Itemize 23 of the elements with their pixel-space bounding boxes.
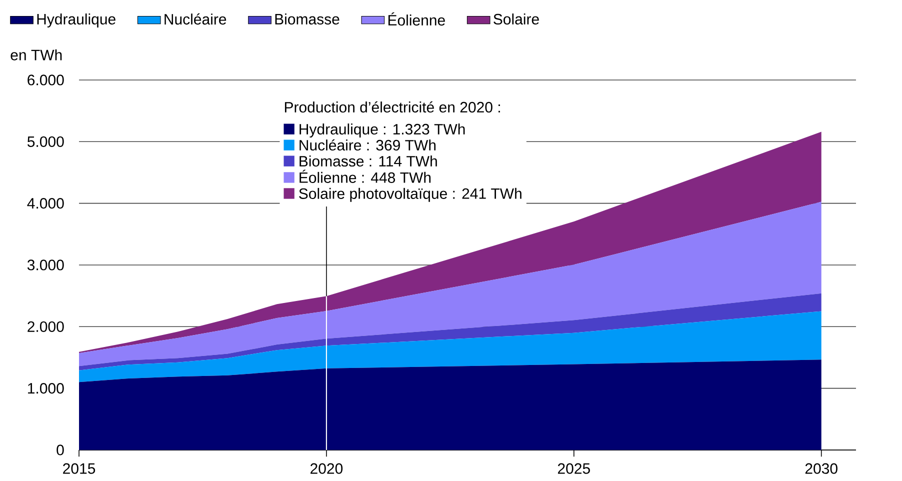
legend-label: Hydraulique [37, 13, 116, 28]
legend-label: Solaire [494, 13, 539, 25]
y-tick-label: 0 [56, 444, 64, 456]
legend-label: Éolienne [388, 12, 445, 26]
annotation: Éolienne : 448 TWh [300, 170, 431, 183]
legend-label: Biomasse [275, 13, 340, 25]
y-axis-title: en TWh [10, 49, 62, 60]
y-tick-label: 3.000 [27, 260, 64, 270]
annotation: Biomasse : 114 TWh [300, 156, 437, 167]
legend-label: Nucléaire [164, 13, 226, 25]
annotation: Production d’électricité en 2020 : [284, 101, 500, 113]
x-tick-label: 2015 [63, 463, 96, 474]
y-tick-label: 4.000 [27, 198, 64, 209]
y-tick-label: 6.000 [28, 74, 64, 86]
y-tick-label: 2.000 [28, 321, 64, 332]
annotation: Hydraulique : 1.323 TWh [300, 124, 465, 138]
annotation: Solaire photovoltaïque : 241 TWh [299, 188, 522, 202]
x-tick-label: 2020 [310, 463, 343, 474]
x-tick-label: 2030 [805, 463, 838, 474]
y-tick-label: 5.000 [27, 136, 64, 147]
annotation: Nucléaire : 369 TWh [300, 139, 436, 151]
y-tick-label: 1.000 [28, 383, 64, 394]
x-tick-label: 2025 [558, 463, 590, 474]
